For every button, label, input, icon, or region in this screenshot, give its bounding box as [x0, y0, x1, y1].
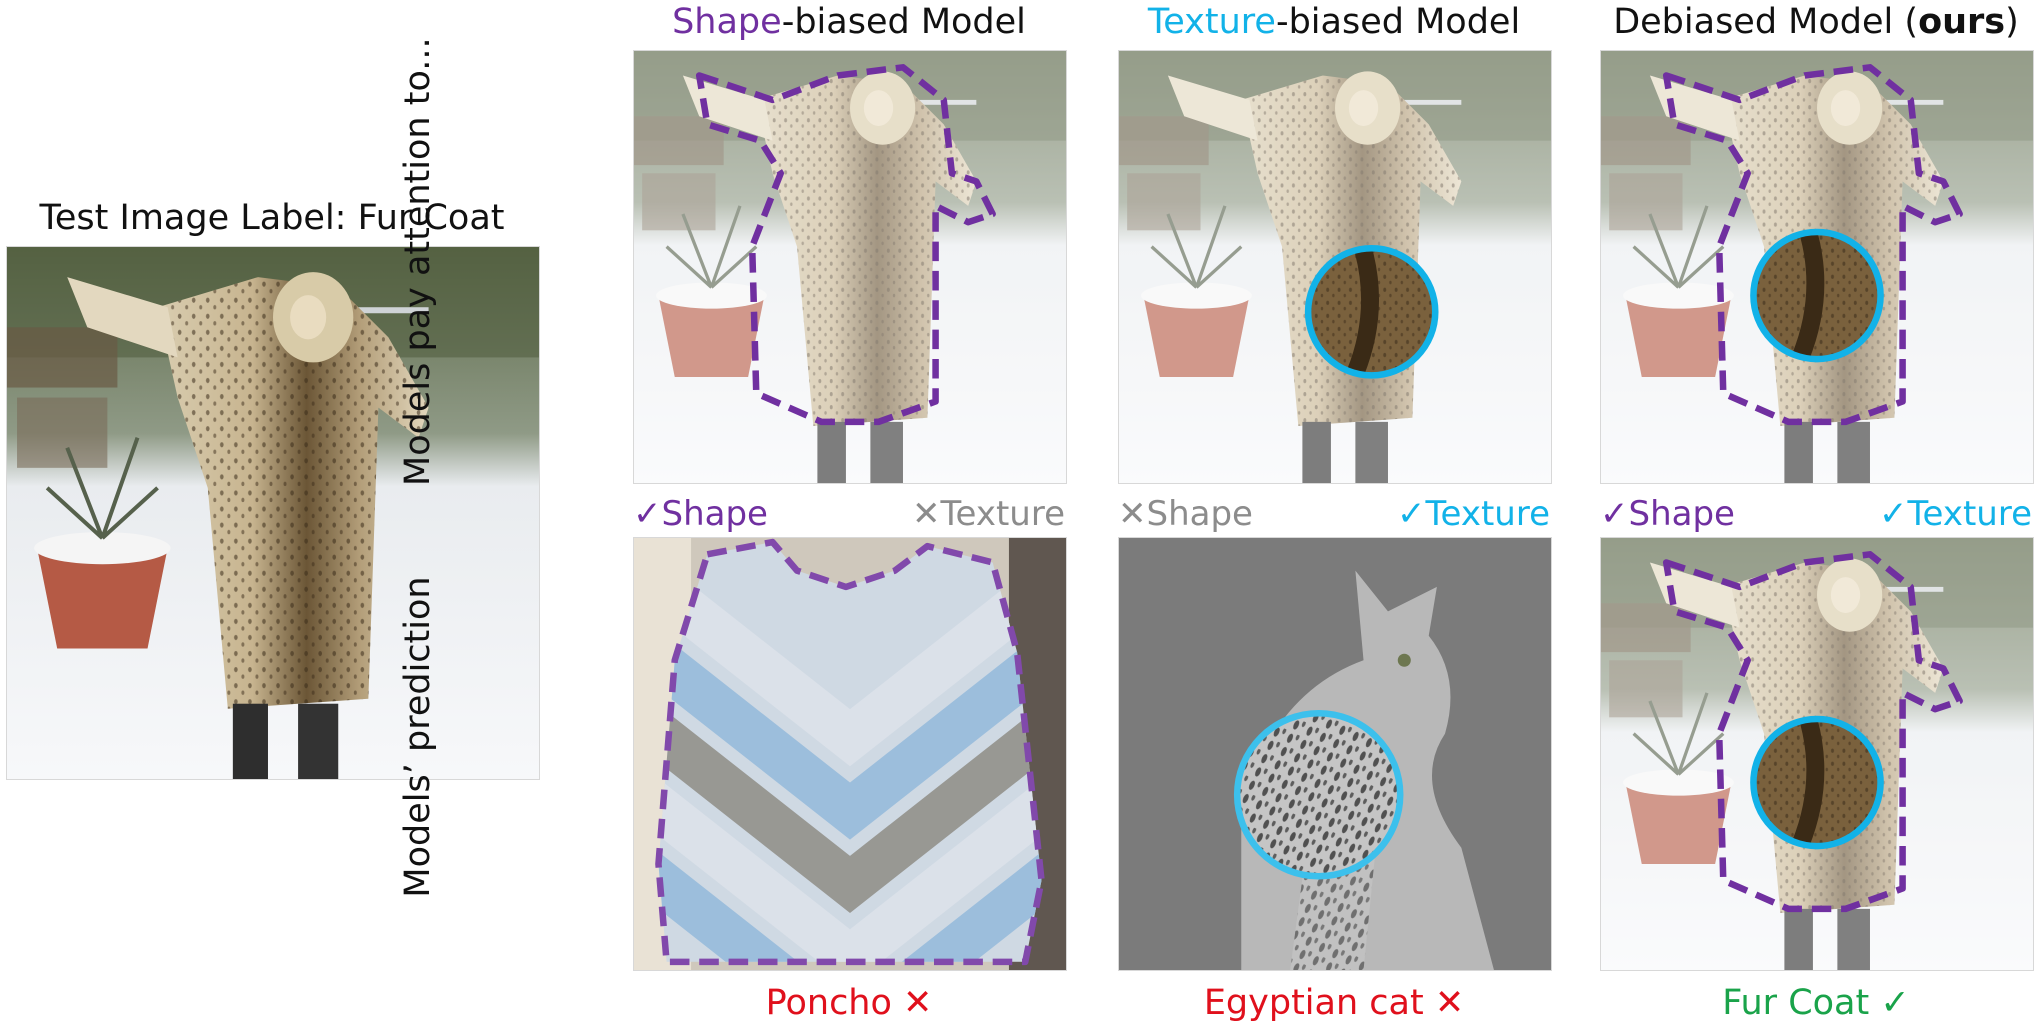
test-image-photo — [6, 246, 540, 780]
test-image-label: Test Image Label: Fur Coat — [39, 198, 505, 238]
texture-circle — [1304, 244, 1439, 379]
attention-map-shape-biased — [633, 50, 1067, 484]
attention-map-debiased — [1600, 50, 2034, 484]
prediction-label-texture-biased: Egyptian cat ✕ — [1203, 983, 1465, 1023]
tag-shape-col2: ✕Shape — [1118, 494, 1253, 534]
prediction-image-poncho — [633, 537, 1067, 971]
prediction-image-fur-coat — [1600, 537, 2034, 971]
column-header-shape-biased: Shape-biased Model — [672, 2, 1026, 42]
shape-outline — [695, 64, 996, 426]
prediction-label-shape-biased: Poncho ✕ — [765, 983, 933, 1023]
tag-texture-col1: ✕Texture — [912, 494, 1065, 534]
row-label-prediction: Models’ prediction — [398, 576, 438, 898]
column-header-debiased: Debiased Model (ours) — [1613, 2, 2019, 42]
tag-shape-col1: ✓Shape — [633, 494, 768, 534]
tag-shape-col3: ✓Shape — [1600, 494, 1735, 534]
tag-texture-col3: ✓Texture — [1879, 494, 2032, 534]
row-label-attention: Models pay attention to... — [398, 37, 438, 486]
prediction-image-egyptian-cat — [1118, 537, 1552, 971]
prediction-label-debiased: Fur Coat ✓ — [1722, 983, 1910, 1023]
column-header-texture-biased: Texture-biased Model — [1147, 2, 1521, 42]
attention-map-texture-biased — [1118, 50, 1552, 484]
tag-texture-col2: ✓Texture — [1397, 494, 1550, 534]
